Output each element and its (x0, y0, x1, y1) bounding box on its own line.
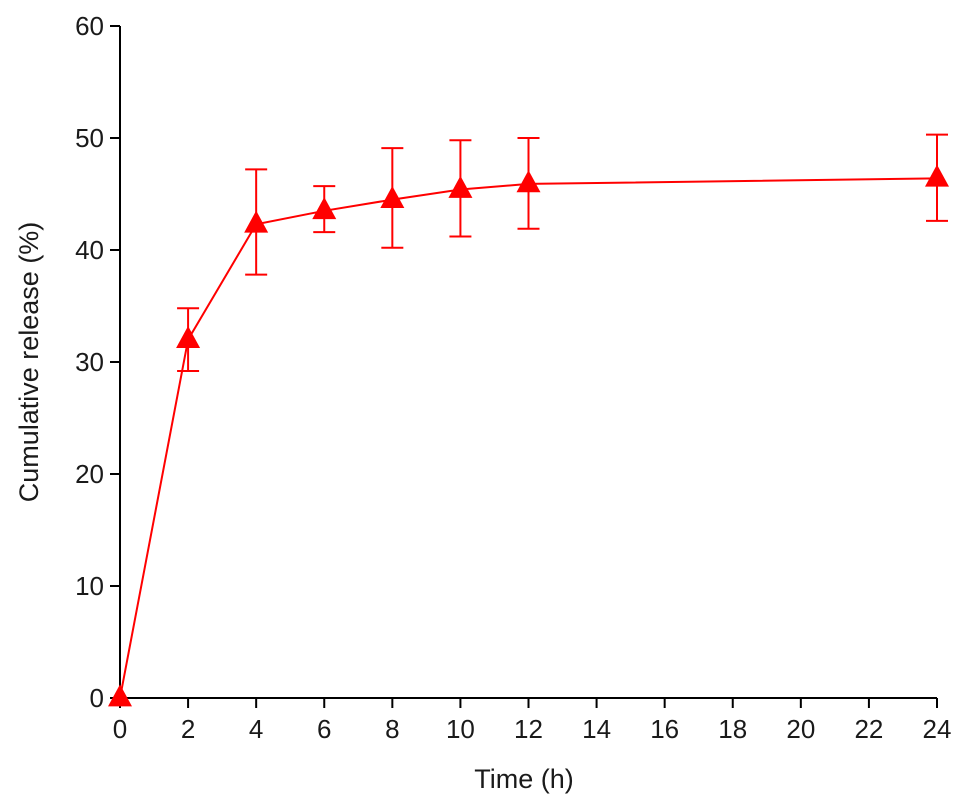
x-tick-label: 10 (446, 714, 475, 744)
y-ticks: 0 10 20 30 40 50 60 (75, 11, 120, 713)
x-tick-label: 24 (923, 714, 952, 744)
x-axis-title: Time (h) (474, 764, 574, 794)
x-tick-label: 8 (385, 714, 399, 744)
y-tick-label: 20 (75, 459, 104, 489)
x-tick-label: 6 (317, 714, 331, 744)
y-tick-label: 50 (75, 123, 104, 153)
x-tick-label: 14 (582, 714, 611, 744)
series-layer (108, 133, 949, 707)
data-point (108, 684, 132, 707)
data-point (312, 197, 337, 220)
data-point (925, 164, 949, 187)
y-tick-label: 40 (75, 235, 104, 265)
y-tick-label: 30 (75, 347, 104, 377)
data-point (176, 325, 201, 348)
x-tick-label: 0 (113, 714, 127, 744)
data-point (448, 175, 473, 198)
data-point (380, 185, 405, 208)
x-tick-label: 16 (650, 714, 679, 744)
y-tick-label: 0 (90, 683, 104, 713)
x-tick-label: 2 (181, 714, 195, 744)
y-tick-label: 10 (75, 571, 104, 601)
x-ticks: 0 2 4 6 8 10 12 14 16 18 20 22 24 (113, 698, 952, 744)
x-tick-label: 4 (249, 714, 263, 744)
x-tick-label: 20 (786, 714, 815, 744)
y-tick-label: 60 (75, 11, 104, 41)
series-line (119, 177, 938, 699)
data-point (516, 170, 541, 193)
data-point (244, 210, 269, 233)
x-tick-label: 18 (718, 714, 747, 744)
x-tick-label: 22 (854, 714, 883, 744)
axes (119, 26, 937, 699)
y-axis-title: Cumulative release (%) (14, 222, 44, 503)
x-tick-label: 12 (514, 714, 543, 744)
